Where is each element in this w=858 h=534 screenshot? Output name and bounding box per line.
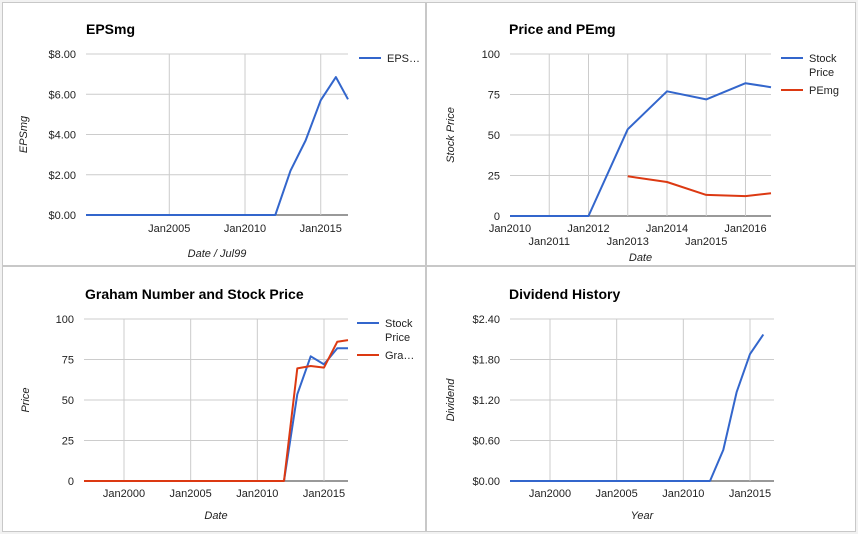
y-tick-label: 100: [56, 314, 74, 326]
chart-title: Dividend History: [509, 286, 620, 302]
y-tick-label: $0.00: [48, 210, 76, 222]
x-tick-label: Jan2010: [489, 223, 531, 235]
series-line: [84, 339, 349, 482]
legend-label: Price: [809, 67, 834, 79]
chart-title: Graham Number and Stock Price: [85, 286, 304, 302]
legend-label: Price: [385, 332, 410, 344]
x-axis-label: Year: [631, 510, 655, 522]
x-axis-label: Date / Jul99: [188, 248, 247, 260]
y-tick-label: 100: [482, 49, 500, 61]
y-tick-label: $8.00: [48, 49, 76, 61]
y-tick-label: 75: [62, 355, 74, 367]
y-tick-label: 50: [488, 130, 500, 142]
y-tick-label: 75: [488, 90, 500, 102]
chart-svg: Graham Number and Stock Price 0 25 50 75 100 J…: [20, 286, 414, 522]
y-axis-label: Price: [20, 387, 32, 412]
x-tick-label: Jan2011: [529, 236, 570, 248]
y-tick-label: 25: [488, 171, 500, 183]
y-axis-label: EPSmg: [18, 115, 30, 153]
legend-label: Gra…: [385, 350, 414, 362]
y-tick-label: 0: [494, 211, 500, 223]
x-tick-label: Jan2005: [596, 488, 638, 500]
legend-label: EPS…: [387, 53, 420, 65]
legend-label: Stock: [385, 318, 413, 330]
series-line: [510, 82, 772, 217]
x-tick-label: Jan2015: [729, 488, 771, 500]
series-line: [510, 333, 765, 482]
x-axis-label: Date: [204, 510, 227, 522]
x-tick-label: Jan2000: [103, 488, 145, 500]
chart-title: Price and PEmg: [509, 21, 616, 37]
y-tick-label: 50: [62, 395, 74, 407]
x-tick-label: Jan2016: [724, 223, 766, 235]
series-line: [86, 76, 349, 216]
x-tick-label: Jan2000: [529, 488, 571, 500]
x-axis-label: Date: [629, 252, 652, 264]
x-tick-label: Jan2005: [170, 488, 212, 500]
chart-panel-dividend: Dividend History $0.00 $0.60 $1.20 $1.80 $2.4…: [426, 266, 856, 532]
x-tick-label: Jan2013: [607, 236, 649, 248]
y-tick-label: $1.20: [472, 395, 500, 407]
y-tick-label: $0.00: [472, 476, 500, 488]
chart-title: EPSmg: [86, 21, 135, 37]
y-tick-label: $0.60: [472, 436, 500, 448]
x-tick-label: Jan2015: [300, 223, 342, 235]
x-tick-label: Jan2015: [303, 488, 345, 500]
y-axis-label: Dividend: [445, 378, 457, 422]
chart-panel-graham: Graham Number and Stock Price 0 25 50 75 100 J…: [2, 266, 426, 532]
y-tick-label: 0: [68, 476, 74, 488]
x-tick-label: Jan2014: [646, 223, 688, 235]
y-tick-label: 25: [62, 436, 74, 448]
y-tick-label: $6.00: [48, 89, 76, 101]
x-tick-label: Jan2010: [662, 488, 704, 500]
chart-panel-price-pemg: Price and PEmg 0 25 50 75 100 Jan2010 Jan2012 Ja…: [426, 2, 856, 266]
y-axis-label: Stock Price: [445, 107, 457, 163]
chart-svg: EPSmg $0.00 $2.00 $4.00 $6.00 $8.00 Jan2005 Jan…: [18, 21, 420, 260]
y-tick-label: $4.00: [48, 130, 76, 142]
x-tick-label: Jan2005: [148, 223, 190, 235]
series-line: [627, 175, 772, 198]
x-tick-label: Jan2010: [224, 223, 266, 235]
legend-label: PEmg: [809, 85, 839, 97]
x-tick-label: Jan2010: [236, 488, 278, 500]
chart-svg: Dividend History $0.00 $0.60 $1.20 $1.80 $2.4…: [445, 286, 774, 522]
chart-panel-epsmg: EPSmg $0.00 $2.00 $4.00 $6.00 $8.00 Jan2005 Jan…: [2, 2, 426, 266]
x-tick-label: Jan2015: [685, 236, 727, 248]
y-tick-label: $1.80: [472, 355, 500, 367]
y-tick-label: $2.00: [48, 170, 76, 182]
y-tick-label: $2.40: [472, 314, 500, 326]
x-tick-label: Jan2012: [567, 223, 609, 235]
legend-label: Stock: [809, 53, 837, 65]
